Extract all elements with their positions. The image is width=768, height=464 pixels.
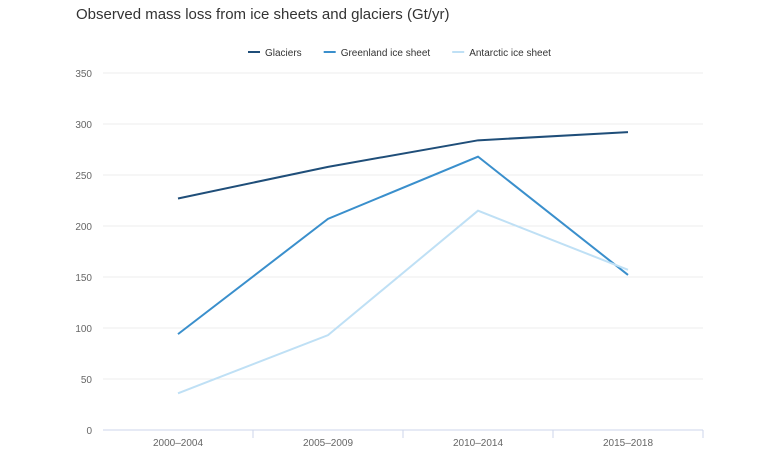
y-tick-label: 350 <box>75 69 92 80</box>
y-tick-label: 150 <box>75 273 92 284</box>
y-tick-label: 300 <box>75 120 92 131</box>
series-line-antarctic-ice-sheet <box>177 209 629 395</box>
x-tick-label: 2005–2009 <box>303 438 353 449</box>
y-tick-label: 0 <box>86 426 92 437</box>
y-tick-label: 100 <box>75 324 92 335</box>
series-line-glaciers <box>177 131 629 200</box>
y-tick-label: 200 <box>75 222 92 233</box>
legend-item: Glaciers <box>265 48 302 59</box>
x-tick-label: 2010–2014 <box>453 438 503 449</box>
x-tick-label: 2000–2004 <box>153 438 203 449</box>
chart-title: Observed mass loss from ice sheets and g… <box>76 6 450 23</box>
x-tick-label: 2015–2018 <box>603 438 653 449</box>
series-line-greenland-ice-sheet <box>177 155 629 335</box>
y-tick-label: 250 <box>75 171 92 182</box>
legend-item: Greenland ice sheet <box>341 48 431 59</box>
y-tick-label: 50 <box>81 375 93 386</box>
legend-item: Antarctic ice sheet <box>469 48 551 59</box>
